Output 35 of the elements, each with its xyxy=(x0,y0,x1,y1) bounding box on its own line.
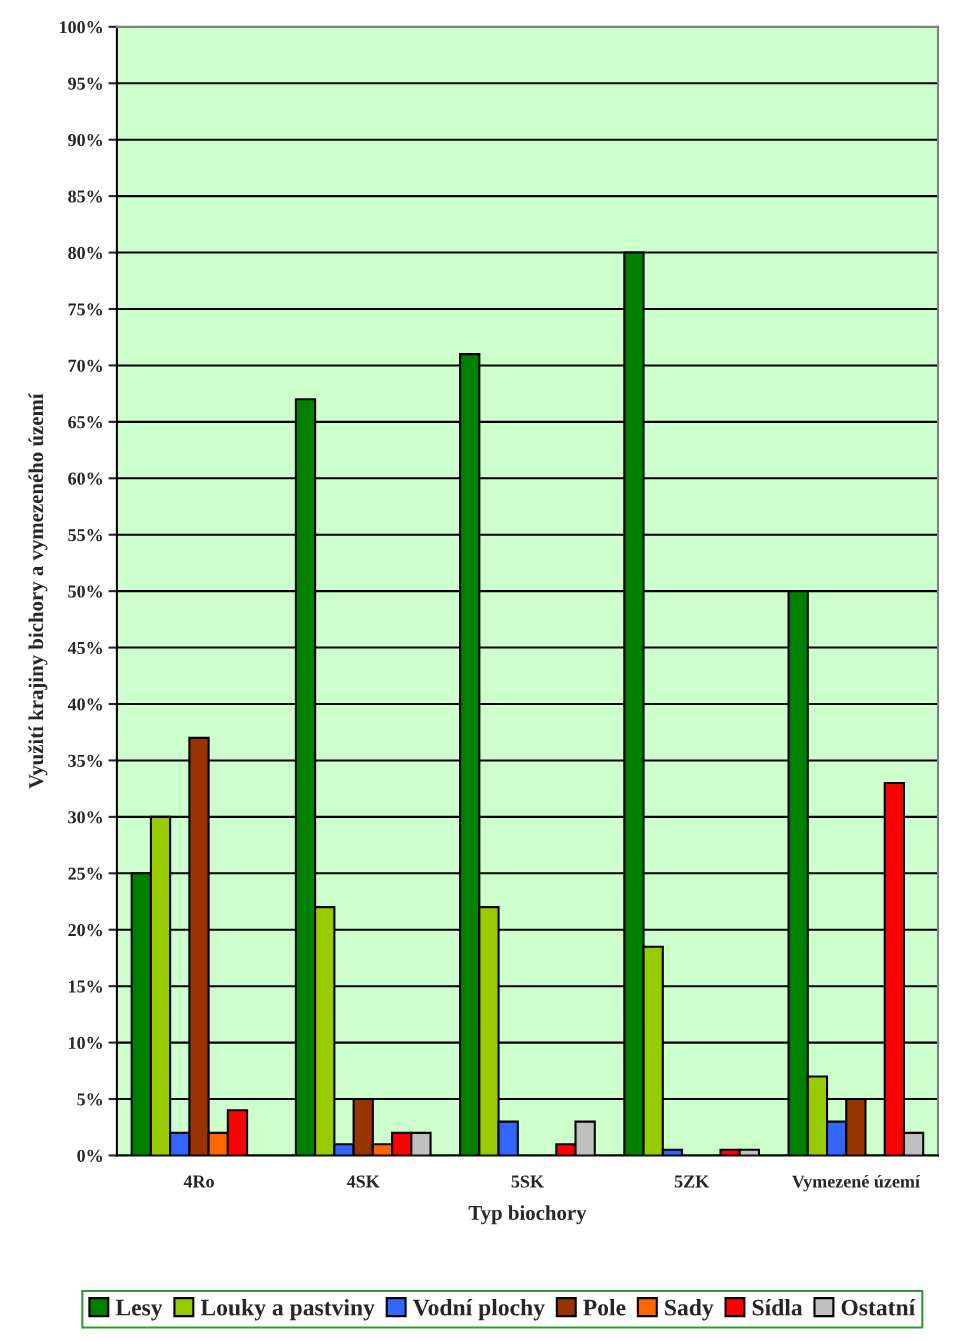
y-tick-label: 15% xyxy=(69,980,102,993)
y-tick-label: 40% xyxy=(67,698,102,711)
y-tick-label: 60% xyxy=(68,472,102,485)
y-tick-label: 75% xyxy=(68,303,102,316)
y-tick-label: 50% xyxy=(68,585,102,598)
y-tick-label: 65% xyxy=(68,416,102,429)
y-tick-label: 55% xyxy=(68,528,102,542)
y-tick-label: 5% xyxy=(77,1093,102,1106)
y-tick-label: 80% xyxy=(68,246,102,260)
y-tick-label: 90% xyxy=(68,133,102,147)
y-tick-label: 25% xyxy=(68,867,102,880)
y-tick-label: 20% xyxy=(68,924,102,937)
y-tick-label: 35% xyxy=(68,754,102,767)
y-tick-label: 70% xyxy=(68,359,102,372)
y-tick-label: 10% xyxy=(69,1036,102,1050)
legend-label: Sady xyxy=(665,1298,714,1321)
y-tick-label: 45% xyxy=(67,641,102,655)
y-tick-label: 30% xyxy=(68,811,102,824)
legend-label: Vodní plochy xyxy=(412,1298,545,1321)
legend-label: Pole xyxy=(583,1298,626,1316)
legend-label: Ostatní xyxy=(841,1298,916,1316)
y-tick-label: 0% xyxy=(77,1149,102,1162)
x-tick-label: 4Ro xyxy=(183,1175,214,1188)
x-tick-label: 5SK xyxy=(511,1175,544,1188)
y-tick-label: 100% xyxy=(60,21,102,34)
legend-label: Louky a pastviny xyxy=(200,1298,375,1321)
x-tick-label: 5ZK xyxy=(674,1175,710,1188)
y-axis-title: Využití krajiny bichory a vymezeného území xyxy=(28,393,48,789)
x-tick-label: 4SK xyxy=(346,1175,380,1188)
legend-label: Lesy xyxy=(115,1299,163,1321)
x-axis-title: Typ biochory xyxy=(468,1205,587,1225)
y-tick-label: 85% xyxy=(68,190,102,203)
x-tick-label: Vymezené území xyxy=(791,1174,921,1192)
legend-label: Sídla xyxy=(752,1298,803,1316)
y-tick-label: 95% xyxy=(68,77,102,90)
